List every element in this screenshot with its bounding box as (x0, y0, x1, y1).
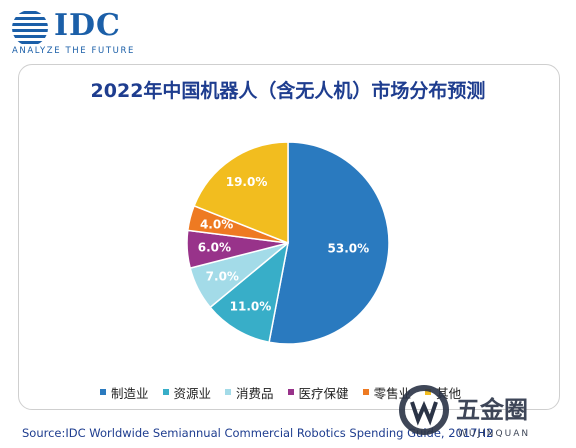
legend-swatch-2 (225, 389, 232, 395)
idc-logo: IDC ANALYZE THE FUTURE (10, 6, 140, 56)
legend-label-1: 资源业 (173, 385, 212, 401)
legend-swatch-1 (162, 389, 169, 395)
logo-brand: IDC (54, 8, 121, 43)
legend-swatch-0 (100, 389, 106, 395)
watermark-logo-icon (399, 385, 449, 435)
legend-label-3: 医疗保健 (298, 385, 349, 401)
legend-label-0: 制造业 (111, 385, 149, 401)
legend-swatch-5 (425, 389, 432, 395)
legend-item-4: 零售业 (362, 383, 412, 402)
legend-swatch-4 (362, 389, 369, 395)
slice-label-2: 7.0% (206, 269, 239, 283)
slice-label-5: 19.0% (226, 175, 268, 189)
pie-slice-1 (209, 241, 290, 344)
legend-item-3: 医疗保健 (287, 383, 349, 402)
slice-label-4: 4.0% (200, 218, 233, 232)
legend-swatch-3 (287, 389, 294, 395)
watermark: 五金圈 WUJINQUAN (399, 385, 530, 439)
slice-label-3: 6.0% (198, 241, 231, 255)
chart-title: 2022年中国机器人（含无人机）市场分布预测 (90, 80, 486, 102)
slice-label-1: 11.0% (230, 299, 272, 313)
legend-label-2: 消费品 (236, 385, 274, 401)
logo-tagline: ANALYZE THE FUTURE (12, 46, 135, 56)
pie-slice-0 (268, 141, 390, 345)
pie-slice-5 (193, 141, 289, 245)
legend-item-0: 制造业 (100, 383, 149, 402)
slice-label-0: 53.0% (328, 242, 370, 256)
globe-icon (12, 11, 48, 44)
watermark-subtitle: WUJINQUAN (458, 429, 530, 439)
chart-source: Source:IDC Worldwide Semiannual Commerci… (22, 426, 494, 440)
legend-item-1: 资源业 (162, 383, 212, 402)
watermark-name: 五金圈 (456, 396, 528, 424)
legend-label-4: 零售业 (373, 385, 412, 401)
legend-item-2: 消费品 (225, 383, 274, 402)
